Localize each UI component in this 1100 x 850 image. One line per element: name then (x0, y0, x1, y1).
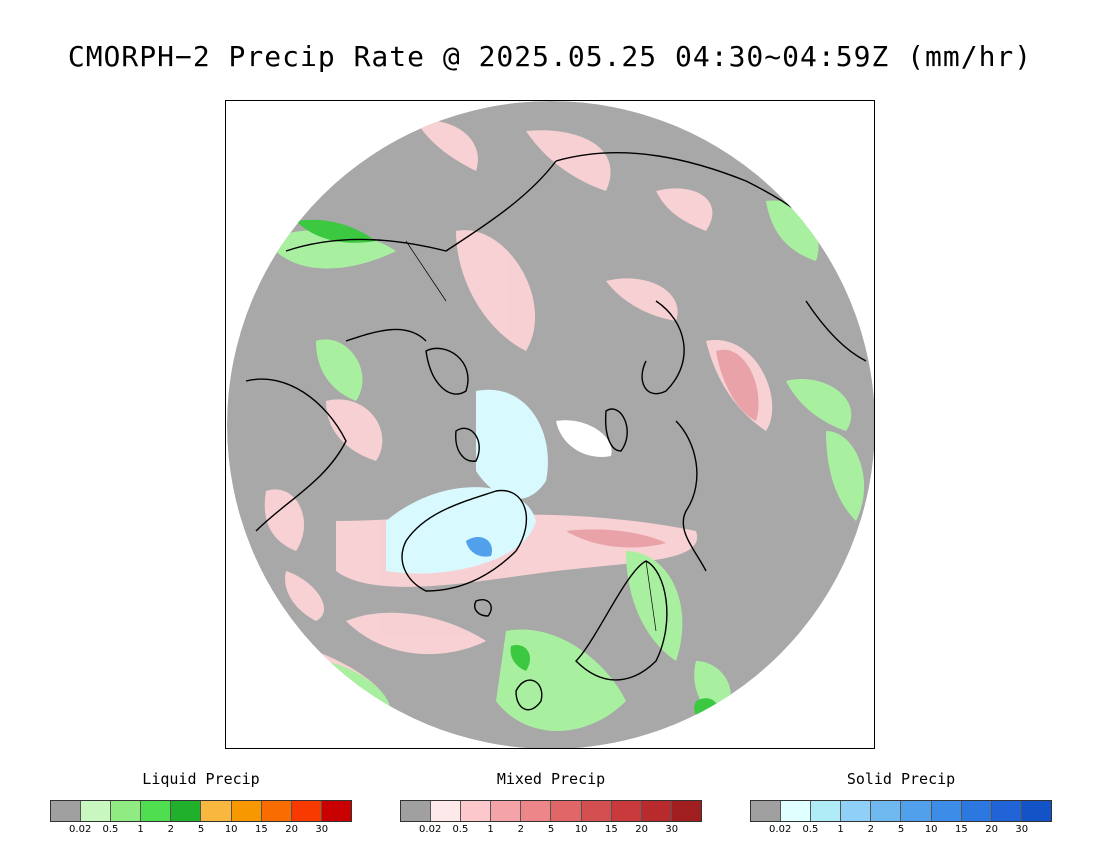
coastlines (245, 152, 867, 711)
legend-swatch (901, 801, 932, 821)
legend-tick-label: 30 (315, 824, 329, 835)
legend-swatch (291, 801, 322, 821)
legend-tick-label: 20 (285, 824, 298, 835)
legend-tick-label: 30 (665, 824, 679, 835)
legend-swatch (261, 801, 292, 821)
legend-swatch (461, 801, 492, 821)
borders (405, 240, 657, 632)
legend-swatch (781, 801, 812, 821)
legend-swatch (841, 801, 872, 821)
legend-tick-label: 0.02 (69, 824, 92, 835)
no-data-area (556, 420, 612, 457)
solid-precip-areas (386, 389, 548, 574)
legend-ticks: 0.02 0.5 1 2 5 10 15 20 30 (400, 824, 702, 838)
legend-swatch (231, 801, 262, 821)
legend-tick-label: 0.5 (802, 824, 819, 835)
legend-tick-label: 10 (924, 824, 938, 835)
legend-liquid-precip: Liquid Precip 0.02 0.5 1 2 5 10 15 20 30 (50, 770, 352, 838)
legend-tick-label: 5 (547, 824, 555, 835)
legend-tick-label: 2 (517, 824, 524, 835)
legend-swatch (641, 801, 672, 821)
legend-tick-label: 30 (1015, 824, 1029, 835)
no-precip-background (227, 101, 874, 748)
legend-tick-label: 1 (137, 824, 144, 835)
arctic-precipitation-map-icon (226, 101, 874, 748)
legend-tick-label: 0.5 (102, 824, 119, 835)
mixed-precip-heavy (566, 349, 759, 548)
solid-precip-heavy (466, 536, 492, 557)
legend-solid-precip: Solid Precip 0.02 0.5 1 2 5 10 15 20 30 (750, 770, 1052, 838)
legend-swatch (551, 801, 582, 821)
legend-tick-label: 20 (985, 824, 998, 835)
legend-swatch (961, 801, 992, 821)
legend-tick-label: 0.02 (769, 824, 792, 835)
legend-swatch (611, 801, 642, 821)
legend-colorbar (400, 800, 702, 822)
legend-title: Mixed Precip (496, 770, 606, 788)
map-title: CMORPH−2 Precip Rate @ 2025.05.25 04:30~… (67, 40, 1033, 73)
legend-swatch (81, 801, 112, 821)
legend-swatch (1021, 801, 1051, 821)
legend-tick-label: 5 (197, 824, 205, 835)
legend-tick-label: 20 (635, 824, 648, 835)
legend-tick-label: 1 (487, 824, 494, 835)
legend-swatch (321, 801, 351, 821)
legend-colorbar (750, 800, 1052, 822)
legend-colorbar (50, 800, 352, 822)
legend-swatch (871, 801, 902, 821)
legend-swatch (991, 801, 1022, 821)
legend-swatch (811, 801, 842, 821)
legend-swatch (201, 801, 232, 821)
legend-swatch (141, 801, 172, 821)
legend-ticks: 0.02 0.5 1 2 5 10 15 20 30 (750, 824, 1052, 838)
legend-swatch (491, 801, 522, 821)
legend-tick-label: 0.02 (419, 824, 442, 835)
legend-swatch (401, 801, 432, 821)
legend-title: Liquid Precip (142, 770, 260, 788)
legend-swatch (581, 801, 612, 821)
polar-precip-map (225, 100, 875, 749)
legend-tick-label: 10 (224, 824, 238, 835)
legend-tick-label: 2 (867, 824, 874, 835)
legend-mixed-precip: Mixed Precip 0.02 0.5 1 2 5 10 15 20 30 (400, 770, 702, 838)
legend-ticks: 0.02 0.5 1 2 5 10 15 20 30 (50, 824, 352, 838)
legend-tick-label: 0.5 (452, 824, 469, 835)
legend-swatch (671, 801, 701, 821)
legend-tick-label: 15 (955, 824, 968, 835)
legend-swatch (521, 801, 552, 821)
legend-swatch (751, 801, 782, 821)
legend-tick-label: 1 (837, 824, 844, 835)
legend-tick-label: 5 (897, 824, 905, 835)
legend-swatch (171, 801, 202, 821)
legend-tick-label: 15 (605, 824, 618, 835)
legend-title: Solid Precip (846, 770, 956, 788)
legend-tick-label: 10 (574, 824, 588, 835)
legend-swatch (111, 801, 142, 821)
legend-tick-label: 2 (167, 824, 174, 835)
legend-tick-label: 15 (255, 824, 268, 835)
legend-swatch (931, 801, 962, 821)
legend-swatch (51, 801, 82, 821)
legend-swatch (431, 801, 462, 821)
